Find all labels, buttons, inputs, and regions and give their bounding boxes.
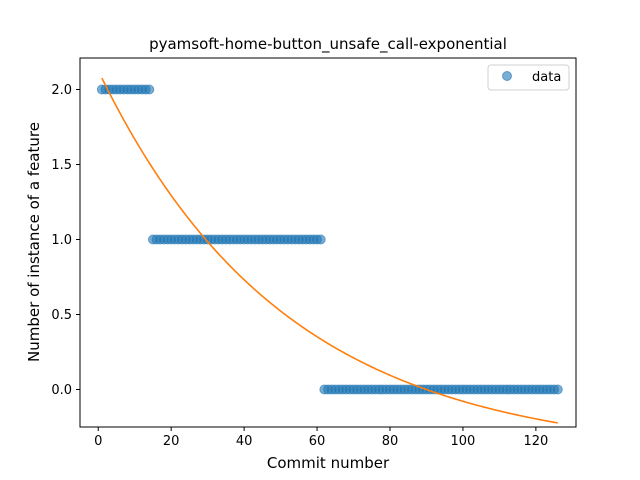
plot-area: 0 20 40 60 80 100 120 0.0 0.5 1.0 1.5 2.0 bbox=[51, 77, 563, 449]
x-tick-label: 20 bbox=[163, 434, 180, 449]
x-axis-label: Commit number bbox=[267, 454, 390, 472]
legend-marker-data bbox=[502, 71, 512, 81]
legend-label-data: data bbox=[532, 70, 561, 85]
x-tick-label: 80 bbox=[382, 434, 399, 449]
x-tick-label: 100 bbox=[451, 434, 476, 449]
x-tick-label: 60 bbox=[309, 434, 326, 449]
data-point bbox=[315, 234, 326, 245]
y-tick-label: 2.0 bbox=[51, 83, 72, 98]
y-tick-label: 1.0 bbox=[51, 233, 72, 248]
x-tick-label: 120 bbox=[523, 434, 548, 449]
y-tick-label: 0.0 bbox=[51, 383, 72, 398]
legend: data bbox=[487, 64, 570, 91]
y-tick-label: 0.5 bbox=[51, 308, 72, 323]
x-tick-label: 0 bbox=[94, 434, 102, 449]
fit-line bbox=[101, 77, 558, 424]
data-series bbox=[96, 84, 563, 395]
chart-title: pyamsoft-home-button_unsafe_call-exponen… bbox=[149, 35, 507, 54]
data-point bbox=[552, 384, 563, 395]
x-tick-label: 40 bbox=[236, 434, 253, 449]
data-point bbox=[144, 84, 155, 95]
y-tick-label: 1.5 bbox=[51, 158, 72, 173]
y-axis-label: Number of instance of a feature bbox=[25, 122, 43, 362]
axes-frame bbox=[79, 57, 577, 428]
